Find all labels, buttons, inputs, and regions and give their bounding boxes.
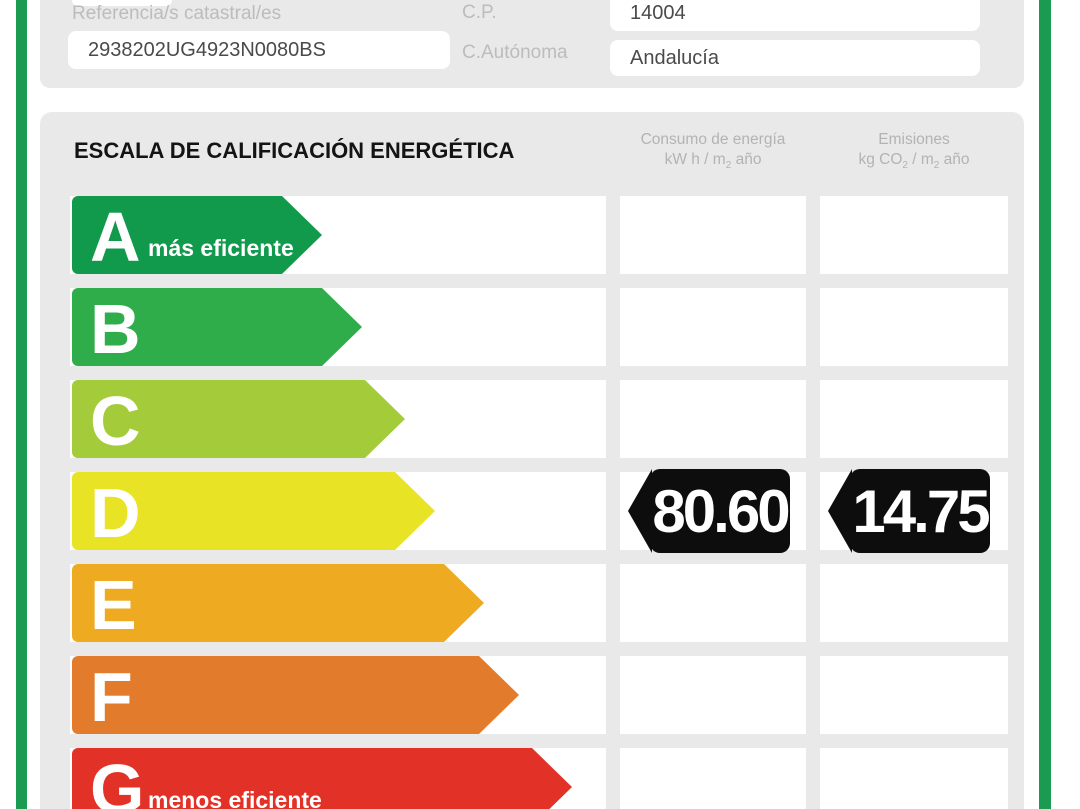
rating-letter: C	[90, 382, 141, 460]
emisiones-cell	[820, 380, 1008, 458]
rating-row-a: A más eficiente	[40, 196, 1024, 276]
emisiones-unit-mid: / m	[907, 151, 934, 168]
energy-scale-panel: ESCALA DE CALIFICACIÓN ENERGÉTICA Consum…	[40, 112, 1024, 809]
rating-letter: B	[90, 290, 141, 368]
emisiones-unit-pre: kg CO	[858, 151, 903, 168]
rating-row-b: B	[40, 288, 1024, 368]
emisiones-cell	[820, 748, 1008, 809]
rating-bar-arrow-tip	[282, 196, 322, 274]
rating-letter: F	[90, 658, 133, 736]
partial-input-top[interactable]	[72, 0, 172, 6]
consumo-unit-sub: 2	[725, 160, 732, 172]
emisiones-cell	[820, 656, 1008, 734]
left-green-border	[16, 0, 27, 809]
consumo-cell	[620, 196, 806, 274]
consumo-cell: 80.60	[620, 469, 806, 553]
rating-bar-arrow-tip	[532, 748, 572, 809]
emisiones-cell	[820, 288, 1008, 366]
scale-title: ESCALA DE CALIFICACIÓN ENERGÉTICA	[74, 138, 515, 163]
consumo-unit-post: año	[731, 151, 762, 168]
rating-row-e: E	[40, 564, 1024, 644]
consumo-header-line1: Consumo de energía	[640, 131, 786, 148]
emisiones-value-badge: 14.75	[850, 469, 991, 553]
column-header-emisiones: Emisiones kg CO2 / m2 año	[820, 130, 1008, 176]
rating-bar-c: C	[72, 380, 405, 460]
right-green-border	[1039, 0, 1051, 809]
consumo-badge-arrow	[628, 469, 652, 553]
emisiones-badge-arrow	[828, 469, 852, 553]
rating-bar-b: B	[72, 288, 362, 368]
location-form-panel: Referencia/s catastral/es 2938202UG4923N…	[40, 0, 1024, 88]
rating-row-d: D 80.60 14.75	[40, 469, 1024, 553]
emisiones-unit-sub1: 2	[902, 160, 908, 172]
consumo-cell	[620, 288, 806, 366]
rating-bar-e: E	[72, 564, 484, 644]
emisiones-cell: 14.75	[820, 469, 1008, 553]
rating-bar-arrow-tip	[395, 472, 435, 550]
rating-bar-arrow-tip	[322, 288, 362, 366]
emisiones-unit-sub2: 2	[933, 160, 940, 172]
consumo-unit-pre: kW h / m	[664, 151, 726, 168]
rating-bar-f: F	[72, 656, 519, 736]
emisiones-unit-post: año	[939, 151, 970, 168]
emisiones-cell	[820, 564, 1008, 642]
rating-bar-a: A más eficiente	[72, 196, 322, 276]
emisiones-cell	[820, 196, 1008, 274]
rating-bar-arrow-tip	[365, 380, 405, 458]
consumo-cell	[620, 380, 806, 458]
rating-bar-g: G menos eficiente	[72, 748, 572, 809]
consumo-cell	[620, 748, 806, 809]
rating-bar-d: D	[72, 472, 435, 552]
rating-sublabel: menos eficiente	[148, 787, 322, 809]
emisiones-header-line1: Emisiones	[878, 131, 950, 148]
rating-sublabel: más eficiente	[148, 235, 294, 261]
autonoma-input[interactable]: Andalucía	[610, 40, 980, 76]
rating-bar-arrow-tip	[444, 564, 484, 642]
rating-row-g: G menos eficiente	[40, 748, 1024, 809]
consumo-cell	[620, 564, 806, 642]
rating-letter: G	[90, 750, 145, 809]
referencia-input[interactable]: 2938202UG4923N0080BS	[68, 31, 450, 69]
consumo-value-badge: 80.60	[650, 469, 791, 553]
rating-letter: D	[90, 474, 141, 552]
rating-letter: E	[90, 566, 137, 644]
rating-bar-arrow-tip	[479, 656, 519, 734]
rating-letter: A	[90, 198, 141, 276]
rating-row-f: F	[40, 656, 1024, 736]
autonoma-label: C.Autónoma	[462, 42, 568, 63]
referencia-label: Referencia/s catastral/es	[72, 3, 282, 24]
column-header-consumo: Consumo de energía kW h / m2 año	[620, 130, 806, 176]
cp-label: C.P.	[462, 2, 497, 23]
rating-rows: A más eficiente B C	[40, 196, 1024, 809]
rating-row-c: C	[40, 380, 1024, 460]
cp-input[interactable]: 14004	[610, 0, 980, 31]
consumo-cell	[620, 656, 806, 734]
